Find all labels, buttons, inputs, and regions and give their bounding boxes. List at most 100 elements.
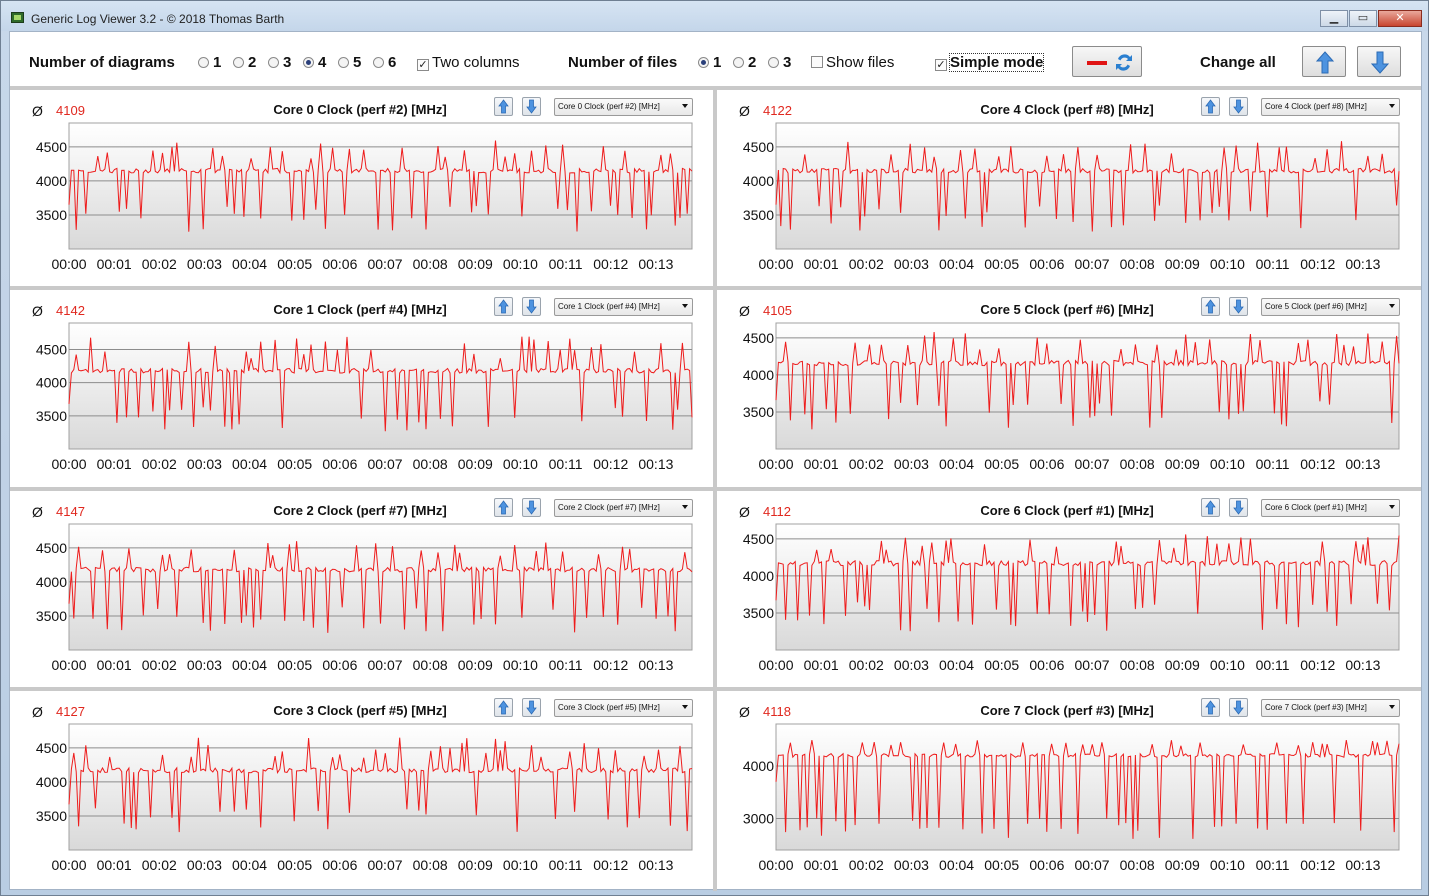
x-tick-label: 00:10 (503, 857, 538, 873)
move-up-button[interactable] (1201, 698, 1220, 717)
simple-mode-checkbox[interactable]: ✓ Simple mode (935, 53, 1045, 72)
move-down-button[interactable] (1229, 97, 1248, 116)
chart-svg: 3500 4000 4500 00:00 00:01 00:02 00:03 00:04 00:… (36, 322, 693, 472)
x-tick-label: 00:12 (593, 857, 628, 873)
x-tick-label: 00:11 (549, 456, 583, 472)
arrow-up-icon (1315, 51, 1335, 74)
move-all-up-button[interactable] (1302, 46, 1346, 77)
title-bar[interactable]: Generic Log Viewer 3.2 - © 2018 Thomas B… (1, 1, 1428, 31)
move-up-button[interactable] (1201, 97, 1220, 116)
files-radio-1[interactable]: 1 (698, 54, 721, 71)
x-tick-label: 00:10 (503, 256, 538, 272)
x-tick-label: 00:05 (984, 256, 1019, 272)
move-up-button[interactable] (1201, 297, 1220, 316)
minimize-button[interactable]: ▁ (1320, 10, 1348, 27)
client-area: Number of diagrams 1 2 3 4 5 6 ✓ Two colu… (9, 31, 1422, 891)
move-down-button[interactable] (1229, 297, 1248, 316)
x-tick-label: 00:02 (142, 857, 177, 873)
plot-area (68, 322, 693, 450)
x-tick-label: 00:05 (277, 857, 312, 873)
diagram-title: Core 0 Clock (perf #2) [MHz] (273, 102, 447, 117)
x-tick-label: 00:03 (187, 857, 222, 873)
files-radio-3[interactable]: 3 (768, 54, 791, 71)
series-line (68, 140, 693, 232)
x-tick-label: 00:03 (187, 657, 222, 673)
x-tick-label: 00:09 (458, 857, 493, 873)
x-tick-label: 00:04 (939, 857, 974, 873)
move-down-button[interactable] (522, 698, 541, 717)
x-tick-label: 00:01 (804, 456, 839, 472)
move-down-button[interactable] (1229, 698, 1248, 717)
x-tick-label: 00:10 (1210, 456, 1245, 472)
diagram-title: Core 4 Clock (perf #8) [MHz] (980, 102, 1154, 117)
x-tick-label: 00:00 (51, 456, 86, 472)
x-tick-label: 00:07 (1074, 256, 1109, 272)
x-tick-label: 00:05 (277, 456, 312, 472)
average-symbol: Ø (739, 504, 750, 520)
x-tick-label: 00:03 (894, 657, 929, 673)
radio-circle (268, 57, 279, 68)
diagrams-radio-5[interactable]: 5 (338, 54, 361, 71)
chart-svg: 3500 4000 4500 00:00 00:01 00:02 00:03 00:04 00:… (36, 122, 693, 272)
move-up-button[interactable] (494, 297, 513, 316)
sensor-select[interactable]: Core 6 Clock (perf #1) [MHz] (1261, 499, 1400, 517)
sensor-select[interactable]: Core 4 Clock (perf #8) [MHz] (1261, 98, 1400, 116)
x-tick-label: 00:01 (804, 657, 839, 673)
two-columns-checkbox[interactable]: ✓ Two columns (417, 54, 520, 71)
plot-area (775, 723, 1400, 851)
x-tick-label: 00:11 (549, 857, 583, 873)
x-tick-label: 00:13 (1345, 456, 1380, 472)
average-value: 4142 (56, 303, 85, 318)
radio-circle (768, 57, 779, 68)
diagrams-radio-4[interactable]: 4 (303, 54, 326, 71)
close-button[interactable]: ✕ (1378, 10, 1422, 27)
series-line (775, 331, 1400, 430)
move-down-button[interactable] (1229, 498, 1248, 517)
move-all-down-button[interactable] (1357, 46, 1401, 77)
y-tick-label: 3500 (36, 207, 67, 223)
arrow-down-icon (1233, 299, 1244, 314)
move-down-button[interactable] (522, 297, 541, 316)
sensor-select[interactable]: Core 1 Clock (perf #4) [MHz] (554, 298, 693, 316)
sensor-select[interactable]: Core 7 Clock (perf #3) [MHz] (1261, 699, 1400, 717)
series-line (68, 541, 693, 633)
x-tick-label: 00:12 (1300, 857, 1335, 873)
plot-area (775, 523, 1400, 651)
y-tick-label: 4000 (36, 774, 67, 790)
diagrams-radio-3[interactable]: 3 (268, 54, 291, 71)
x-tick-label: 00:07 (1074, 456, 1109, 472)
diagram-title: Core 3 Clock (perf #5) [MHz] (273, 703, 447, 718)
column-divider (713, 90, 717, 891)
move-up-button[interactable] (494, 498, 513, 517)
x-tick-label: 00:03 (187, 256, 222, 272)
files-radio-2[interactable]: 2 (733, 54, 756, 71)
x-tick-label: 00:07 (367, 256, 402, 272)
show-files-checkbox[interactable]: Show files (811, 54, 894, 71)
arrow-up-icon (498, 500, 509, 515)
plot-area (775, 322, 1400, 450)
change-all-label: Change all (1200, 54, 1276, 71)
average-value: 4105 (763, 303, 792, 318)
arrow-down-icon (526, 99, 537, 114)
x-tick-label: 00:12 (1300, 256, 1335, 272)
window-title: Generic Log Viewer 3.2 - © 2018 Thomas B… (31, 12, 285, 26)
diagrams-radio-2[interactable]: 2 (233, 54, 256, 71)
sensor-select[interactable]: Core 3 Clock (perf #5) [MHz] (554, 699, 693, 717)
move-down-button[interactable] (522, 97, 541, 116)
x-tick-label: 00:11 (1256, 456, 1290, 472)
diagrams-radio-1[interactable]: 1 (198, 54, 221, 71)
diagrams-radio-6[interactable]: 6 (373, 54, 396, 71)
x-tick-label: 00:10 (1210, 657, 1245, 673)
move-up-button[interactable] (494, 698, 513, 717)
sensor-select[interactable]: Core 2 Clock (perf #7) [MHz] (554, 499, 693, 517)
maximize-button[interactable]: ▭ (1349, 10, 1377, 27)
chart-svg: 3500 4000 4500 00:00 00:01 00:02 00:03 00:04 00:… (743, 122, 1400, 272)
sensor-select[interactable]: Core 0 Clock (perf #2) [MHz] (554, 98, 693, 116)
sensor-select[interactable]: Core 5 Clock (perf #6) [MHz] (1261, 298, 1400, 316)
toggle-color-button[interactable] (1072, 46, 1142, 77)
x-tick-label: 00:04 (939, 256, 974, 272)
chart-svg: 3000 4000 00:00 00:01 00:02 00:03 00:04 00:05 00… (743, 723, 1400, 873)
move-up-button[interactable] (494, 97, 513, 116)
move-down-button[interactable] (522, 498, 541, 517)
move-up-button[interactable] (1201, 498, 1220, 517)
